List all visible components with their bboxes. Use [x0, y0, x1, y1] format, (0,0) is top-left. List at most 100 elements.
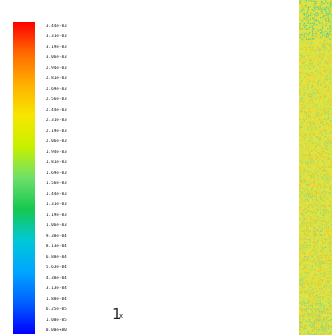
field-plot-cell: [309, 292, 312, 294]
field-plot-cell: [323, 136, 325, 138]
field-plot-cell: [307, 104, 310, 106]
field-plot-cell: [303, 182, 306, 184]
field-plot-cell: [301, 310, 303, 313]
field-plot-cell: [307, 20, 310, 22]
field-plot-cell: [317, 70, 319, 72]
field-plot-cell: [301, 170, 304, 172]
field-plot-cell: [309, 18, 312, 21]
field-plot-cell: [327, 66, 330, 68]
field-plot-cell: [317, 100, 320, 102]
field-plot-cell: [327, 214, 329, 217]
field-plot-cell: [299, 130, 301, 133]
field-plot-cell: [323, 4, 326, 6]
field-plot-cell: [325, 310, 327, 313]
field-plot-cell: [307, 278, 309, 280]
field-plot-cell: [323, 46, 326, 49]
field-plot-cell: [321, 278, 324, 281]
field-plot-cell: [327, 304, 330, 307]
field-plot-cell: [301, 8, 304, 11]
field-plot-cell: [309, 282, 312, 284]
field-plot-cell: [303, 246, 305, 248]
field-plot-cell: [301, 278, 304, 280]
field-plot-cell: [329, 332, 331, 334]
field-plot-cell: [301, 332, 303, 335]
field-plot-cell: [305, 32, 307, 35]
field-plot-cell: [323, 106, 326, 108]
field-plot-cell: [311, 196, 313, 198]
field-plot-cell: [319, 16, 322, 19]
field-plot-cell: [321, 208, 324, 211]
field-plot-cell: [303, 218, 305, 220]
field-plot-cell: [309, 278, 311, 280]
field-plot-cell: [305, 90, 307, 93]
field-plot-cell: [325, 160, 328, 163]
field-plot-cell: [319, 244, 322, 247]
field-plot-cell: [299, 104, 301, 106]
field-plot-cell: [309, 102, 312, 105]
field-plot-cell: [309, 6, 311, 8]
field-plot-cell: [303, 2, 306, 5]
field-plot-cell: [303, 16, 306, 19]
field-plot-cell: [319, 158, 321, 160]
field-plot-cell: [327, 166, 330, 168]
field-plot-cell: [315, 330, 318, 332]
field-plot-cell: [321, 270, 323, 272]
field-plot-cell: [299, 160, 301, 162]
field-plot-cell: [321, 18, 323, 21]
field-plot-cell: [313, 296, 315, 299]
field-plot-cell: [299, 226, 301, 228]
field-plot-cell: [329, 202, 331, 205]
field-plot-cell: [325, 118, 328, 121]
field-plot-cell: [329, 28, 332, 30]
field-plot-cell: [325, 216, 328, 218]
field-plot-cell: [319, 238, 321, 241]
field-plot-cell: [319, 198, 322, 201]
field-plot-cell: [323, 160, 326, 163]
field-plot-cell: [329, 198, 331, 200]
field-plot-cell: [305, 288, 307, 291]
field-plot-cell: [313, 112, 316, 114]
field-plot-cell: [303, 210, 305, 212]
field-plot-cell: [327, 158, 330, 160]
field-plot-cell: [313, 80, 315, 83]
field-plot-cell: [299, 266, 301, 268]
field-plot-cell: [317, 166, 320, 168]
field-plot-cell: [303, 30, 305, 32]
field-plot-cell: [323, 224, 326, 226]
field-plot-cell: [309, 164, 311, 167]
field-plot-cell: [319, 6, 321, 8]
field-plot-cell: [301, 228, 303, 231]
field-plot-cell: [325, 302, 328, 305]
field-plot-cell: [299, 228, 302, 231]
field-plot-cell: [325, 142, 327, 144]
field-plot-cell: [313, 128, 315, 130]
field-plot-cell: [321, 222, 323, 225]
field-plot-cell: [303, 302, 306, 304]
field-plot-cell: [321, 254, 324, 256]
field-plot-cell: [323, 272, 325, 274]
field-plot-cell: [325, 320, 328, 322]
color-bar-tick-label: 1.44e-03: [46, 191, 67, 196]
field-plot-cell: [313, 148, 315, 151]
field-plot-cell: [321, 280, 324, 282]
field-plot-cell: [299, 84, 301, 86]
field-plot-cell: [321, 182, 323, 185]
field-plot-cell: [307, 228, 309, 230]
field-plot-cell: [329, 4, 332, 6]
field-plot-cell: [311, 226, 313, 228]
field-plot-cell: [319, 46, 322, 48]
field-plot-cell: [311, 8, 313, 11]
field-plot-cell: [303, 142, 306, 145]
field-plot-cell: [309, 204, 311, 206]
field-plot-cell: [329, 54, 332, 56]
field-plot-cell: [329, 182, 331, 184]
field-plot-cell: [311, 230, 313, 232]
field-plot-cell: [325, 228, 328, 231]
field-plot-cell: [325, 2, 327, 4]
field-plot-cell: [303, 154, 305, 157]
field-plot-cell: [315, 322, 317, 324]
field-plot-cell: [303, 94, 305, 97]
field-plot-cell: [299, 22, 301, 25]
field-plot-cell: [307, 252, 310, 255]
field-plot-cell: [303, 164, 305, 166]
